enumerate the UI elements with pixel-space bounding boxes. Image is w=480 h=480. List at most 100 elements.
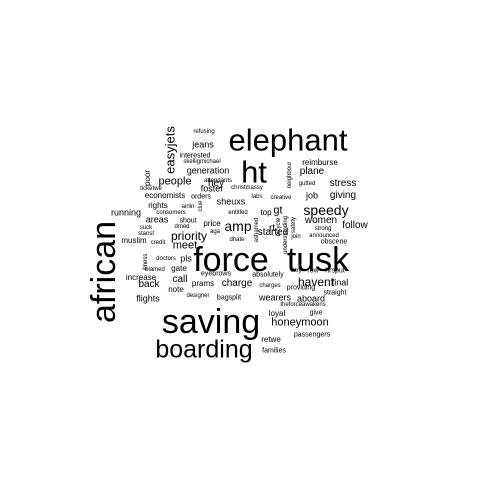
word: price bbox=[203, 219, 221, 228]
word: announced bbox=[309, 233, 339, 239]
word: give bbox=[309, 309, 323, 317]
word: safety bbox=[291, 216, 297, 234]
word: muslim bbox=[121, 236, 147, 245]
word: economists bbox=[144, 191, 186, 200]
word: hrsput bbox=[325, 267, 345, 275]
word: neighbour bbox=[287, 161, 293, 189]
word: attendants bbox=[203, 178, 233, 184]
word: gutted bbox=[298, 181, 316, 187]
word: loyal bbox=[268, 309, 286, 318]
word: havent bbox=[297, 275, 335, 289]
word: follow bbox=[342, 220, 368, 231]
word: entitled bbox=[228, 210, 248, 216]
word: labs bbox=[251, 194, 263, 200]
word: rights bbox=[148, 201, 168, 210]
word: ticketwe bbox=[140, 186, 162, 192]
word: plane bbox=[299, 166, 325, 177]
word: priority bbox=[170, 229, 208, 243]
word: straight bbox=[323, 289, 347, 297]
word: airlin bbox=[181, 204, 195, 210]
word: tusk bbox=[286, 241, 350, 279]
word: top bbox=[260, 208, 272, 217]
word: poor bbox=[143, 169, 152, 187]
word: bagsplit bbox=[216, 294, 242, 302]
word: dmed bbox=[174, 224, 190, 230]
word: row bbox=[307, 267, 319, 275]
word: hey bbox=[207, 178, 225, 189]
word: join bbox=[291, 234, 301, 240]
word: shout bbox=[179, 217, 197, 225]
word: easyjets bbox=[162, 126, 178, 174]
word: sheuxs bbox=[216, 196, 246, 207]
word: stanst bbox=[137, 231, 155, 237]
word: interested bbox=[179, 152, 211, 160]
word: retwe bbox=[261, 335, 281, 344]
word: prams bbox=[191, 279, 215, 288]
word: jeans bbox=[192, 139, 214, 150]
word: ashamed bbox=[254, 217, 260, 243]
word: clue bbox=[198, 200, 204, 212]
word: aboard bbox=[296, 293, 326, 304]
word: consumers bbox=[156, 210, 186, 216]
word: gt bbox=[273, 204, 283, 217]
word: areas bbox=[145, 214, 169, 225]
word: speedy bbox=[303, 202, 349, 218]
word: rt bbox=[268, 223, 276, 234]
word: wearers bbox=[258, 292, 292, 303]
word: increase bbox=[125, 273, 157, 282]
word: passengers bbox=[293, 331, 331, 339]
word: understanding bbox=[283, 215, 289, 255]
word: aga bbox=[209, 229, 221, 235]
word: amp bbox=[224, 218, 252, 234]
word: eyebrows bbox=[201, 270, 231, 278]
word: foster bbox=[200, 183, 224, 194]
word: ht bbox=[241, 154, 267, 190]
word: illness bbox=[143, 253, 149, 271]
word: absolutely bbox=[252, 271, 284, 279]
word: obscene bbox=[320, 238, 348, 246]
word: strong bbox=[314, 226, 332, 232]
word: designer bbox=[186, 293, 210, 299]
word: giving bbox=[329, 190, 357, 201]
word: suck bbox=[139, 225, 153, 231]
word: fairy bbox=[290, 268, 302, 274]
word: credit bbox=[150, 240, 166, 246]
word: running bbox=[110, 207, 142, 218]
word: dhate bbox=[229, 237, 245, 243]
word: back bbox=[138, 279, 160, 290]
word: doctors bbox=[156, 256, 176, 262]
word: creative bbox=[270, 195, 292, 201]
word: saving bbox=[161, 303, 261, 341]
word: generation bbox=[186, 165, 230, 176]
word: blamed bbox=[145, 267, 165, 273]
word: orders bbox=[191, 193, 211, 201]
word: final bbox=[331, 277, 349, 288]
word: theforceawakens bbox=[280, 302, 326, 308]
word: note bbox=[168, 285, 184, 294]
word: women bbox=[304, 215, 338, 226]
word: pls bbox=[180, 253, 192, 264]
word: bicycle bbox=[276, 217, 282, 237]
word: meet bbox=[172, 239, 198, 252]
word: christmassy bbox=[231, 185, 263, 191]
word: people bbox=[158, 175, 192, 188]
word: honeymoon bbox=[271, 316, 329, 329]
word: refusing bbox=[193, 129, 215, 135]
word: boarding bbox=[155, 335, 253, 364]
word: stress bbox=[329, 178, 357, 189]
word: force bbox=[193, 241, 269, 279]
word: charge bbox=[221, 278, 253, 289]
word: started bbox=[257, 227, 289, 238]
word: skelligmichael bbox=[183, 159, 221, 165]
word: call bbox=[172, 274, 188, 285]
word: african bbox=[85, 220, 123, 324]
word: flights bbox=[136, 293, 160, 304]
word: elephant bbox=[228, 122, 348, 158]
word: charges bbox=[259, 283, 281, 289]
word: families bbox=[262, 347, 286, 355]
word: job bbox=[305, 190, 319, 201]
word: reimburse bbox=[302, 158, 338, 167]
word: providing bbox=[286, 284, 316, 292]
word: gate bbox=[171, 264, 187, 273]
